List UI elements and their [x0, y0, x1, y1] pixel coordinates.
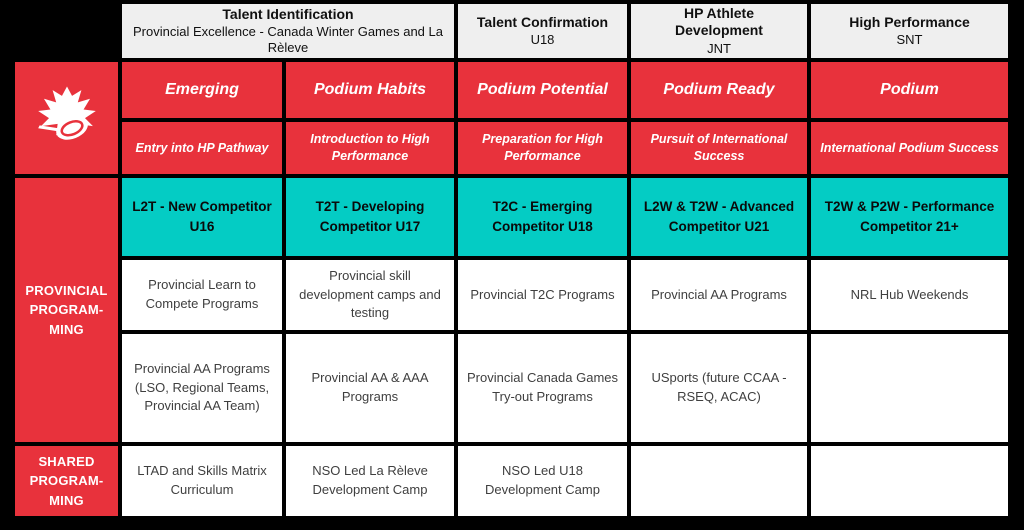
- row-label-provincial-programming: PROVINCIAL PROGRAM- MING: [15, 178, 118, 442]
- stage-desc-cell: Preparation for High Performance: [458, 122, 627, 174]
- program-cell: Provincial AA Programs (LSO, Regional Te…: [122, 334, 282, 442]
- header-cell-talent-confirmation: Talent Confirmation U18: [458, 4, 627, 58]
- stage-desc-cell: International Podium Success: [811, 122, 1008, 174]
- program-cell: Provincial Learn to Compete Programs: [122, 260, 282, 330]
- row-label-shared-programming: SHARED PROGRAM- MING: [15, 446, 118, 516]
- ltad-stage-cell: T2C - Emerging Competitor U18: [458, 178, 627, 256]
- program-cell-empty: [631, 446, 807, 516]
- header-subtitle: JNT: [707, 40, 731, 56]
- program-cell: USports (future CCAA - RSEQ, ACAC): [631, 334, 807, 442]
- stage-cell-podium: Podium: [811, 62, 1008, 118]
- program-cell: Provincial Canada Games Try-out Programs: [458, 334, 627, 442]
- pathway-table: Talent Identification Provincial Excelle…: [15, 4, 1008, 516]
- program-cell: LTAD and Skills Matrix Curriculum: [122, 446, 282, 516]
- program-cell: Provincial AA Programs: [631, 260, 807, 330]
- program-cell: Provincial AA & AAA Programs: [286, 334, 454, 442]
- header-title: Talent Confirmation: [476, 13, 609, 30]
- header-subtitle: SNT: [896, 32, 923, 48]
- stage-desc-cell: Entry into HP Pathway: [122, 122, 282, 174]
- stage-cell-emerging: Emerging: [122, 62, 282, 118]
- header-title: HP Athlete Development: [675, 4, 763, 39]
- stage-cell-podium-ready: Podium Ready: [631, 62, 807, 118]
- stage-desc-cell: Pursuit of International Success: [631, 122, 807, 174]
- table-corner-spacer: [15, 4, 118, 58]
- header-subtitle: U18: [530, 32, 555, 48]
- stage-desc-cell: Introduction to High Performance: [286, 122, 454, 174]
- program-cell: NRL Hub Weekends: [811, 260, 1008, 330]
- header-title: High Performance: [849, 13, 970, 30]
- program-cell: NSO Led U18 Development Camp: [458, 446, 627, 516]
- header-cell-hp-athlete-development: HP Athlete Development JNT: [631, 4, 807, 58]
- program-cell-empty: [811, 446, 1008, 516]
- maple-leaf-rugby-ball-icon: [31, 85, 103, 152]
- ltad-stage-cell: T2W & P2W - Performance Competitor 21+: [811, 178, 1008, 256]
- stage-cell-podium-habits: Podium Habits: [286, 62, 454, 118]
- program-cell-empty: [811, 334, 1008, 442]
- ltad-stage-cell: L2T - New Competitor U16: [122, 178, 282, 256]
- logo-cell: [15, 62, 118, 174]
- program-cell: NSO Led La Rèleve Development Camp: [286, 446, 454, 516]
- ltad-stage-cell: L2W & T2W - Advanced Competitor U21: [631, 178, 807, 256]
- program-cell: Provincial T2C Programs: [458, 260, 627, 330]
- stage-cell-podium-potential: Podium Potential: [458, 62, 627, 118]
- header-cell-high-performance: High Performance SNT: [811, 4, 1008, 58]
- header-subtitle: Provincial Excellence - Canada Winter Ga…: [133, 24, 443, 56]
- ltad-stage-cell: T2T - Developing Competitor U17: [286, 178, 454, 256]
- header-cell-talent-identification: Talent Identification Provincial Excelle…: [122, 4, 454, 58]
- program-cell: Provincial skill development camps and t…: [286, 260, 454, 330]
- header-title: Talent Identification: [222, 5, 354, 22]
